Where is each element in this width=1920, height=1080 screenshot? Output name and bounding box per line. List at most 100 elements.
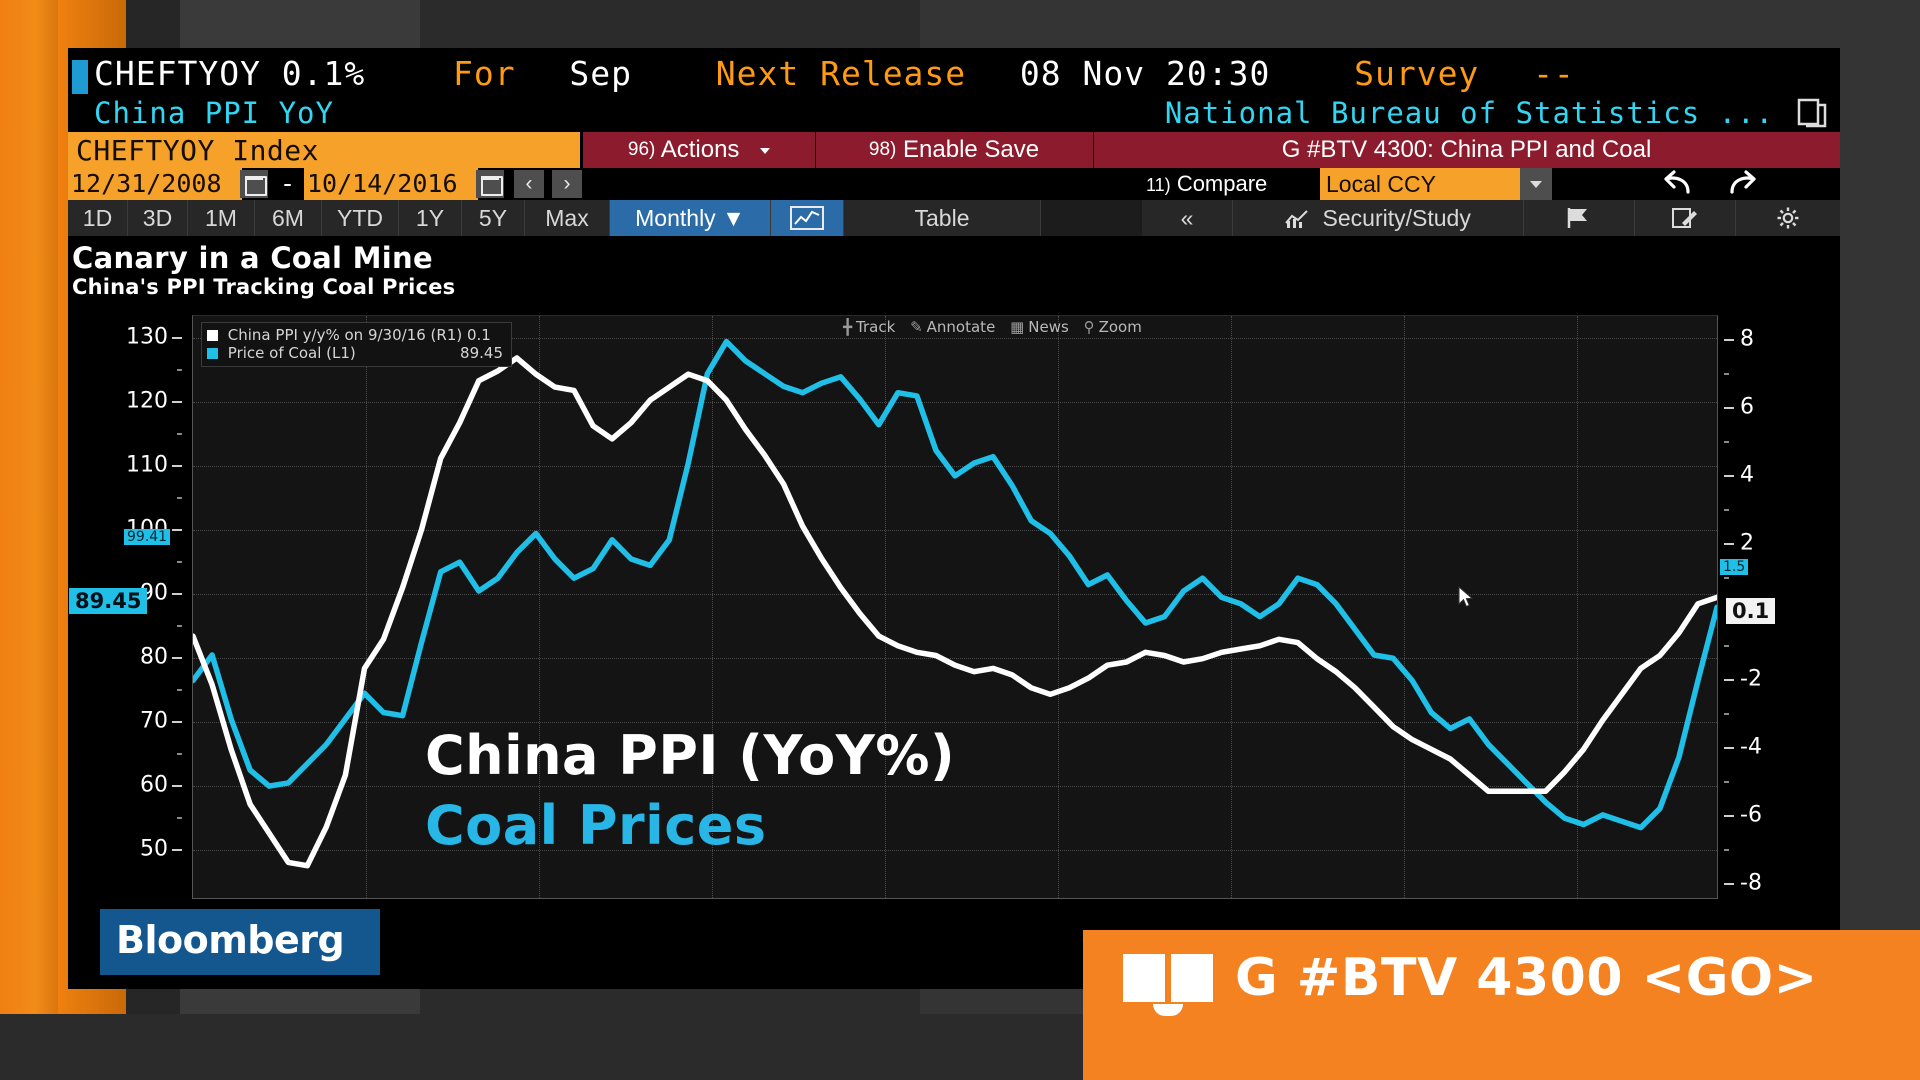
start-date-input[interactable]: 12/31/2008 [68,168,242,200]
header-line-1: CHEFTYOY 0.1% For Sep Next Release 08 No… [94,54,1575,93]
security-study-label: Security/Study [1322,205,1471,231]
chevron-down-icon [760,148,771,154]
compare-label: Compare [1176,171,1268,196]
left-tick-60: 60 [140,772,168,798]
bloomberg-terminal-icon [1123,954,1213,1016]
series-lines [193,338,1717,869]
chart-title: Canary in a Coal Mine [72,241,433,275]
collapse-button[interactable]: « [1142,200,1233,236]
next-release-value: 08 Nov 20:30 [1019,54,1271,93]
annotate-icon[interactable]: ✎ [910,318,923,336]
left-tick-70: 70 [140,708,168,734]
security-study-button[interactable]: Security/Study [1233,200,1524,236]
legend-label-ppi: China PPI y/y% on 9/30/16 (R1) 0.1 [227,326,491,344]
period-max[interactable]: Max [525,200,610,236]
currency-dropdown-icon[interactable] [1520,168,1552,200]
ticker-value: CHEFTYOY 0.1% [94,54,366,93]
period-1y[interactable]: 1Y [399,200,462,236]
legend-row-ppi: China PPI y/y% on 9/30/16 (R1) 0.1 [207,326,505,344]
start-date-calendar-icon[interactable] [240,170,268,198]
actions-button[interactable]: 96) Actions [583,132,816,168]
right-tick-4: 4 [1740,462,1754,488]
news-icon[interactable]: ▦ [1010,318,1025,336]
security-name: China PPI YoY [94,96,334,130]
period-3d[interactable]: 3D [128,200,188,236]
status-tick [72,60,88,94]
security-input[interactable]: CHEFTYOY Index [68,132,580,170]
prev-period-button[interactable]: ‹ [514,170,544,198]
background-orange-bar [0,0,58,1080]
legend-row-coal: Price of Coal (L1) 89.45 [207,344,505,362]
left-tick-120: 120 [126,388,168,414]
left-tick-50: 50 [140,836,168,862]
left-tick-110: 110 [126,452,168,478]
right-tick-2: 2 [1740,530,1754,556]
actions-number: 96) [627,139,656,160]
chart-tools: ╋ Track ✎ Annotate ▦ News ⚲ Zoom [833,318,1142,340]
period-1d[interactable]: 1D [68,200,128,236]
next-period-button[interactable]: › [552,170,582,198]
bloomberg-terminal-window: CHEFTYOY 0.1% For Sep Next Release 08 No… [68,48,1840,989]
toolbar-spacer [1041,200,1142,236]
zoom-label[interactable]: Zoom [1098,318,1142,336]
annotate-label[interactable]: Annotate [926,318,996,336]
undo-button[interactable] [1658,168,1702,200]
chart-area: Canary in a Coal Mine China's PPI Tracki… [68,237,1840,989]
right-tick-6: 6 [1740,394,1754,420]
frequency-select[interactable]: Monthly ▼ [610,200,771,236]
coal-price-line [193,338,1717,831]
right-tick-neg8: -8 [1740,870,1762,896]
compare-number: 11) [1146,175,1171,195]
table-tab[interactable]: Table [844,200,1041,236]
legend-label-coal: Price of Coal (L1) [227,344,356,362]
line-chart-icon[interactable] [771,200,844,236]
edit-icon[interactable] [1635,200,1736,236]
copy-icon[interactable] [1796,98,1828,128]
plot-area[interactable]: China PPI y/y% on 9/30/16 (R1) 0.1 Price… [192,315,1718,899]
track-icon[interactable]: ╋ [843,318,853,336]
period-5y[interactable]: 5Y [462,200,525,236]
compare-button[interactable]: 11) Compare [1146,168,1267,200]
right-tick-neg2: -2 [1740,666,1762,692]
period-6m[interactable]: 6M [255,200,322,236]
next-release-label: Next Release [715,54,967,93]
legend-swatch-coal [207,348,218,359]
coal-annotation: Coal Prices [425,794,767,857]
chart-legend: China PPI y/y% on 9/30/16 (R1) 0.1 Price… [201,322,512,367]
program-title: G #BTV 4300: China PPI and Coal [1281,136,1652,163]
survey-label: Survey [1354,54,1480,93]
enable-save-number: 98) [868,139,897,160]
legend-value-coal: 89.45 [460,344,503,362]
coal-value-flag: 89.45 [69,588,148,614]
end-date-calendar-icon[interactable] [476,170,504,198]
security-input-value: CHEFTYOY Index [76,134,320,167]
flag-icon[interactable] [1524,200,1635,236]
currency-select[interactable]: Local CCY [1320,168,1524,200]
chart-subtitle: China's PPI Tracking Coal Prices [72,275,456,299]
date-range-row: 12/31/2008 - 10/14/2016 ‹ › 11) Compare … [68,168,1840,200]
left-tick-80: 80 [140,644,168,670]
period-ytd[interactable]: YTD [322,200,399,236]
end-date-input[interactable]: 10/14/2016 [304,168,478,200]
zoom-icon[interactable]: ⚲ [1083,318,1095,336]
period-toolbar: 1D 3D 1M 6M YTD 1Y 5Y Max Monthly ▼ Tabl… [68,200,1840,237]
survey-value: -- [1533,54,1575,93]
period-1m[interactable]: 1M [188,200,255,236]
redo-button[interactable] [1718,168,1762,200]
coal-upper-flag: 99.41 [124,529,171,545]
china-ppi-line [193,355,1717,869]
ppi-annotation: China PPI (YoY%) [425,724,956,787]
track-label[interactable]: Track [856,318,896,336]
enable-save-button[interactable]: 98) Enable Save [815,132,1094,168]
gear-icon[interactable] [1736,200,1840,236]
news-label[interactable]: News [1028,318,1069,336]
right-tick-neg6: -6 [1740,802,1762,828]
right-axis: 8 6 4 2 1.5 0.1 -2 -4 -6 -8 [1718,315,1838,899]
command-row: CHEFTYOY Index 96) Actions 98) Enable Sa… [68,132,1840,170]
enable-save-label: Enable Save [903,136,1040,163]
ppi-value-flag: 0.1 [1726,598,1776,624]
for-label: For [453,54,516,93]
date-separator: - [280,169,296,198]
left-axis: 130 120 110 100 90 80 70 60 50 99.41 8 [68,315,190,899]
